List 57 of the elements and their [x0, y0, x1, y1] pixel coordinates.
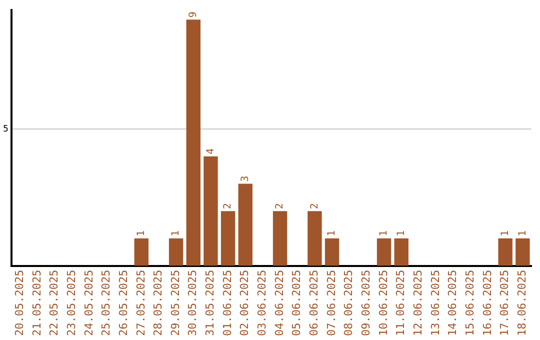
- data-label: 1: [326, 230, 338, 236]
- x-tick-label: 22.05.2025: [48, 270, 61, 336]
- x-tick-label: 20.05.2025: [12, 270, 26, 336]
- data-label: 4: [205, 148, 216, 154]
- x-tick-label: 08.06.2025: [342, 270, 356, 336]
- x-tick-label: 16.06.2025: [480, 270, 494, 336]
- bar: [220, 211, 236, 266]
- x-tick-label: 27.05.2025: [134, 270, 148, 336]
- x-tick-label: 14.06.2025: [446, 270, 460, 336]
- bar: [498, 238, 512, 266]
- data-label: 1: [170, 230, 182, 236]
- x-tick-label: 29.05.2025: [168, 270, 182, 336]
- data-label: 2: [222, 203, 234, 210]
- x-tick-label: 03.06.2025: [256, 270, 269, 336]
- x-tick-label: 17.06.2025: [498, 270, 512, 336]
- x-tick-label: 13.06.2025: [428, 270, 442, 336]
- bar: [394, 238, 408, 266]
- bar: [168, 238, 184, 266]
- x-tick-label: 24.05.2025: [82, 270, 96, 336]
- x-tick-label: 09.06.2025: [360, 270, 373, 336]
- data-label: 2: [309, 203, 320, 210]
- x-tick-label: 25.05.2025: [100, 270, 113, 336]
- x-tick-label: 12.06.2025: [412, 270, 425, 336]
- x-tick-label: 11.06.2025: [394, 270, 408, 336]
- bar: [376, 238, 392, 266]
- x-tick-label: 21.05.2025: [30, 270, 44, 336]
- data-label: 2: [274, 203, 286, 210]
- x-tick-label: 02.06.2025: [238, 270, 252, 336]
- x-tick-label: 18.06.2025: [516, 270, 529, 336]
- x-tick-label: 10.06.2025: [376, 270, 390, 336]
- x-tick-label: 06.06.2025: [308, 270, 321, 336]
- x-tick-label: 07.06.2025: [324, 270, 338, 336]
- data-label: 1: [396, 230, 407, 236]
- bar: [186, 20, 200, 266]
- data-label: 1: [500, 230, 511, 236]
- x-tick-label: 01.06.2025: [220, 270, 234, 336]
- bar: [324, 238, 340, 266]
- x-tick-label: 28.05.2025: [152, 270, 165, 336]
- bar: [134, 238, 149, 266]
- bar: [308, 211, 322, 266]
- data-label: 1: [378, 230, 390, 236]
- data-label: 3: [240, 176, 251, 182]
- x-tick-label: 26.05.2025: [116, 270, 130, 336]
- y-tick-label: 5: [2, 124, 8, 134]
- data-label: 9: [188, 12, 199, 18]
- bar: [204, 156, 218, 266]
- x-tick-label: 04.06.2025: [272, 270, 286, 336]
- x-tick-label: 05.06.2025: [290, 270, 304, 336]
- x-tick-label: 15.06.2025: [464, 270, 477, 336]
- bar: [238, 184, 252, 266]
- x-tick-label: 30.05.2025: [186, 270, 200, 336]
- x-tick-label: 31.05.2025: [204, 270, 217, 336]
- bar: [516, 238, 530, 266]
- bar: [272, 211, 288, 266]
- x-tick-label: 23.05.2025: [64, 270, 78, 336]
- data-label: 1: [517, 230, 528, 236]
- data-label: 1: [136, 230, 147, 236]
